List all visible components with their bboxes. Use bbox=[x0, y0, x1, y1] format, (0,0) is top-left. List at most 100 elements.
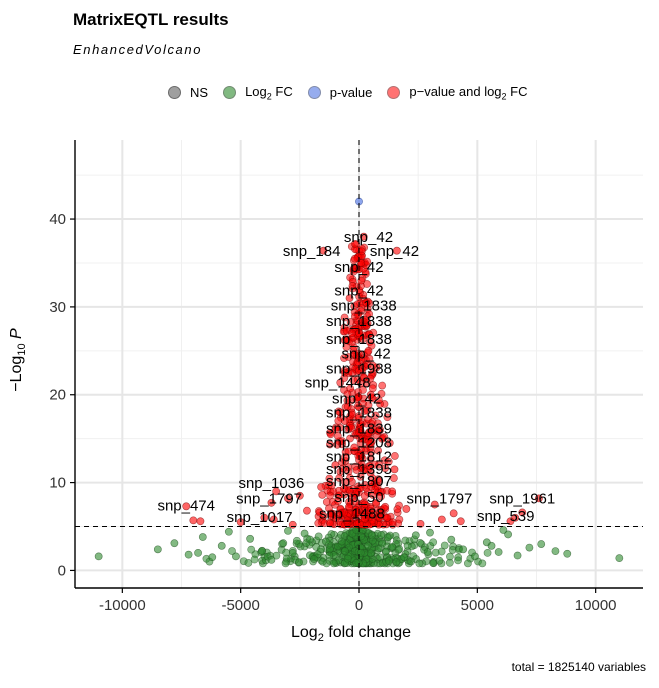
point-log2fc bbox=[392, 558, 401, 566]
legend-label-pfc-sub: 2 bbox=[501, 91, 507, 102]
point-fc bbox=[426, 528, 434, 537]
y-tick-label: 20 bbox=[49, 387, 66, 404]
point-pfc bbox=[357, 259, 366, 267]
point-pfc bbox=[437, 515, 446, 524]
legend-label-log2fc: Log2 FC bbox=[245, 84, 293, 102]
point-label: snp_1838 bbox=[331, 297, 397, 314]
point-pvalue-and-log2fc bbox=[364, 401, 373, 409]
point-pvalue-and-log2fc bbox=[354, 451, 363, 460]
point-label: snp_539 bbox=[477, 508, 535, 525]
point-pvalue-and-log2fc bbox=[346, 318, 355, 326]
point-pvalue-and-log2fc bbox=[370, 460, 379, 469]
point-pvalue-and-log2fc bbox=[352, 466, 361, 474]
point-pfc bbox=[284, 494, 292, 503]
point-pfc bbox=[388, 487, 397, 496]
point-log2fc bbox=[352, 559, 361, 567]
x-axis-title: Log2 fold change bbox=[291, 624, 411, 644]
point-pfc bbox=[361, 316, 369, 324]
point-pvalue-and-log2fc bbox=[374, 446, 383, 455]
point-pvalue-and-log2fc bbox=[367, 482, 376, 491]
chart-caption: total = 1825140 variables bbox=[511, 660, 646, 674]
point-log2fc bbox=[281, 559, 290, 568]
y-tick-label: 30 bbox=[49, 299, 66, 316]
point-pvalue-and-log2fc bbox=[388, 518, 397, 527]
x-tick-label: 5000 bbox=[461, 597, 494, 614]
point-log2fc bbox=[437, 547, 446, 556]
point-log2fc bbox=[292, 536, 301, 545]
chart-subtitle: EnhancedVolcano bbox=[73, 42, 203, 57]
point-pvalue-and-log2fc bbox=[378, 381, 387, 390]
point-label: snp_1988 bbox=[326, 361, 392, 378]
point-pfc bbox=[456, 517, 465, 526]
point-log2fc bbox=[341, 547, 349, 556]
y-axis-title: −Log10 P bbox=[8, 328, 28, 391]
point-pfc bbox=[336, 408, 344, 417]
point-pfc bbox=[449, 509, 458, 518]
legend-item-pvalue: p-value bbox=[307, 85, 372, 100]
point-fc bbox=[388, 542, 397, 551]
point-log2fc bbox=[478, 559, 487, 568]
point-fc bbox=[300, 529, 309, 538]
point-pvalue-and-log2fc bbox=[368, 516, 377, 525]
y-axis-title-sub: 10 bbox=[16, 343, 29, 356]
point-pvalue-and-log2fc bbox=[360, 492, 369, 500]
point-fc bbox=[435, 556, 444, 565]
point-pvalue-and-log2fc bbox=[340, 508, 348, 517]
point-pvalue-and-log2fc bbox=[371, 411, 380, 420]
point-fc bbox=[321, 537, 330, 546]
point-pfc bbox=[385, 439, 394, 447]
point-pfc bbox=[189, 516, 198, 525]
legend-item-ns: NS bbox=[168, 85, 208, 100]
point-pfc bbox=[319, 512, 328, 520]
point-log2fc bbox=[295, 558, 304, 567]
point-pvalue-and-log2fc bbox=[350, 254, 359, 263]
point-pfc bbox=[340, 368, 349, 377]
point-pvalue-and-log2fc bbox=[338, 437, 346, 446]
point-fc bbox=[487, 541, 496, 550]
point-label: snp_42 bbox=[332, 391, 381, 408]
point-pvalue-and-log2fc bbox=[340, 313, 349, 322]
legend-label-log2fc-sub: 2 bbox=[266, 91, 272, 102]
point-pvalue-and-log2fc bbox=[357, 247, 366, 256]
legend-dot-pvalue-and-log2fc bbox=[387, 86, 401, 100]
point-label: snp_42 bbox=[370, 243, 419, 260]
point-fc bbox=[494, 548, 503, 556]
point-pvalue-and-log2fc bbox=[327, 481, 336, 490]
point-fc bbox=[198, 533, 207, 541]
point-pfc bbox=[182, 502, 191, 511]
x-tick-label: -5000 bbox=[221, 597, 259, 614]
point-pvalue-and-log2fc bbox=[366, 454, 375, 463]
point-pvalue-and-log2fc bbox=[326, 509, 335, 518]
point-label: snp_42 bbox=[334, 259, 383, 276]
point-pvalue-and-log2fc bbox=[380, 433, 389, 441]
point-log2fc bbox=[463, 559, 472, 568]
point-log2fc bbox=[377, 531, 386, 539]
point-fc bbox=[153, 545, 162, 554]
point-fc bbox=[423, 548, 432, 556]
point-fc bbox=[513, 551, 522, 560]
point-label: snp_1812 bbox=[326, 449, 392, 466]
point-label: snp_1208 bbox=[326, 434, 392, 451]
point-pvalue-and-log2fc bbox=[360, 500, 369, 509]
point-pvalue-and-log2fc bbox=[334, 497, 342, 506]
point-label: snp_1807 bbox=[326, 473, 392, 490]
point-label: snp_1838 bbox=[326, 405, 392, 422]
point-fc bbox=[288, 548, 297, 557]
chart-legend: NS Log2 FC p-value p−value and log2 FC bbox=[168, 84, 543, 102]
point-pvalue-and-log2fc bbox=[365, 310, 374, 318]
point-pfc bbox=[366, 390, 375, 399]
chart-title: MatrixEQTL results bbox=[73, 10, 229, 29]
point-log2fc bbox=[445, 558, 454, 567]
point-log2fc bbox=[440, 541, 449, 550]
point-pfc bbox=[236, 518, 245, 527]
legend-dot-log2fc bbox=[223, 86, 237, 100]
point-label: snp_42 bbox=[341, 346, 390, 363]
point-log2fc bbox=[337, 537, 346, 546]
point-pvalue-and-log2fc bbox=[366, 504, 375, 513]
point-pvalue-and-log2fc bbox=[389, 474, 398, 482]
y-tick-label: 10 bbox=[49, 475, 66, 492]
point-pvalue-and-log2fc bbox=[341, 453, 349, 462]
point-log2fc bbox=[343, 554, 352, 563]
point-log2fc bbox=[395, 545, 404, 553]
point-log2fc bbox=[454, 556, 462, 565]
